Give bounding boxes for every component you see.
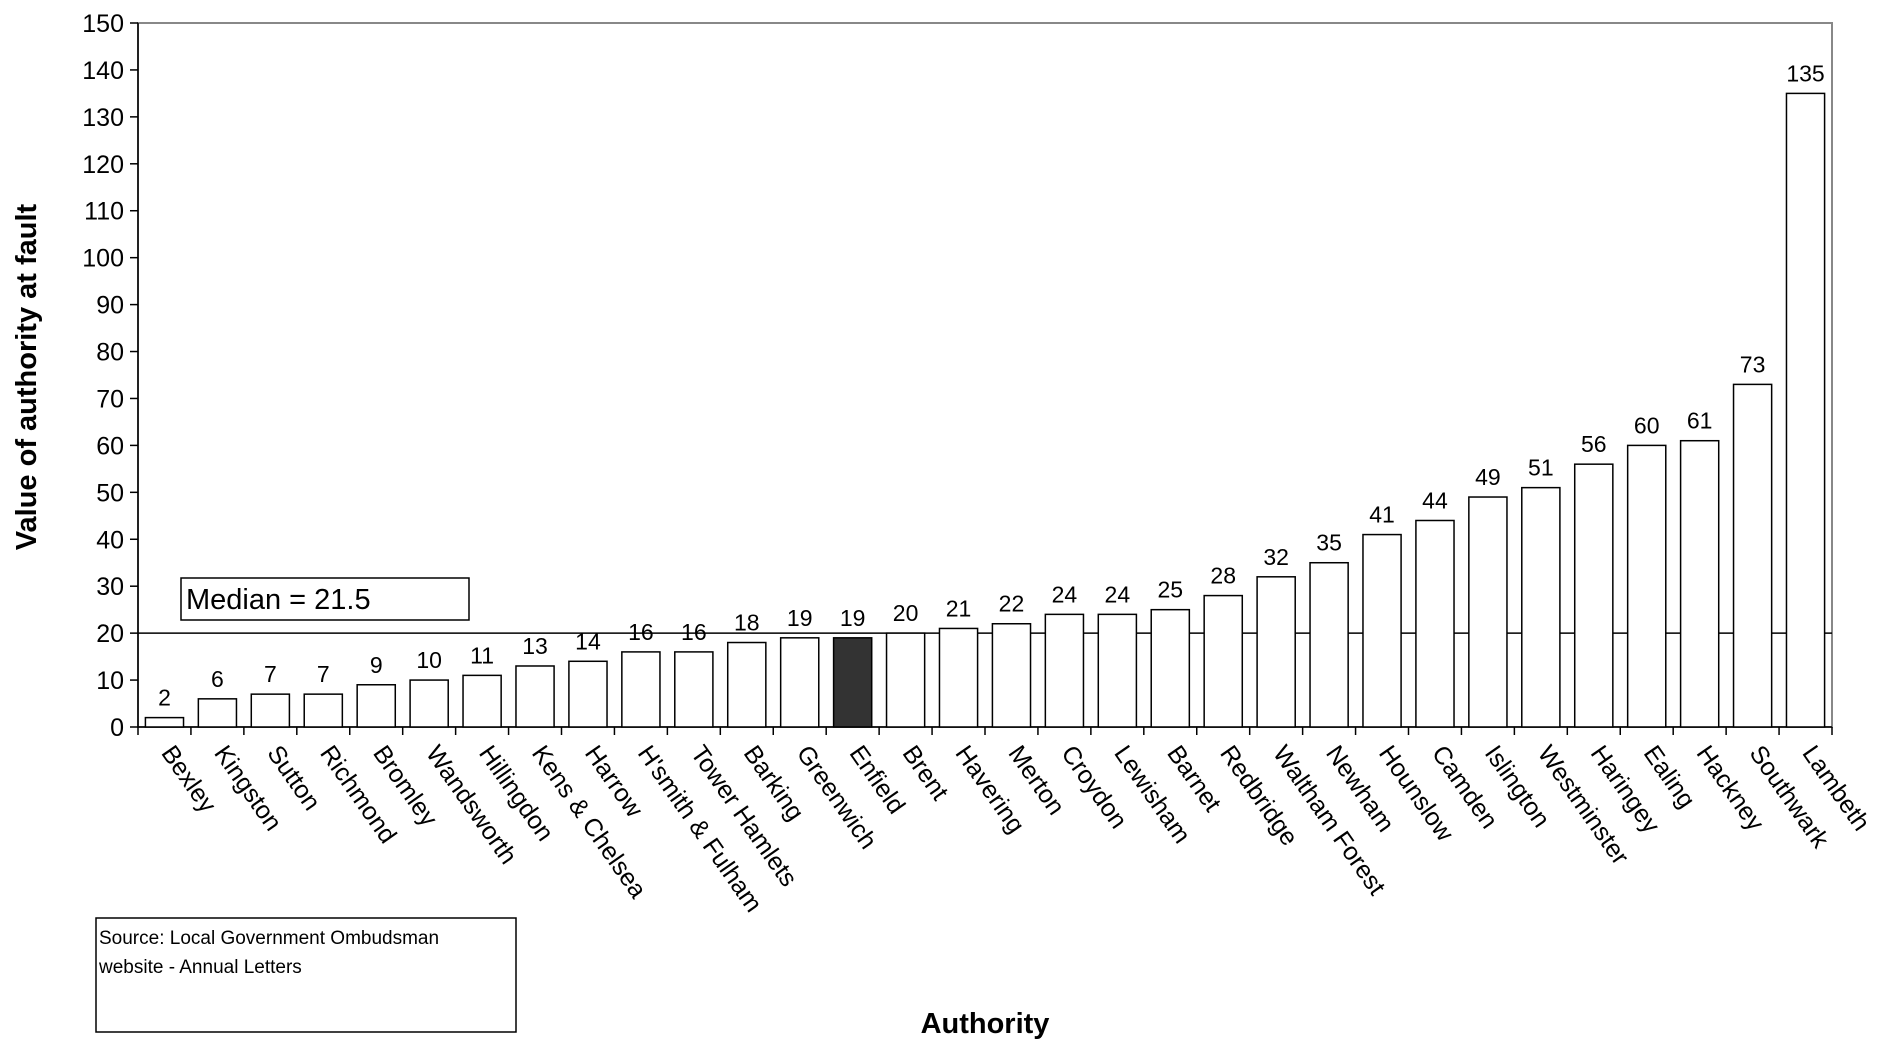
y-tick-label: 20 bbox=[96, 620, 124, 648]
data-label: 28 bbox=[1210, 563, 1236, 589]
y-tick-label: 120 bbox=[82, 151, 124, 179]
y-tick-label: 40 bbox=[96, 526, 124, 554]
bar bbox=[726, 641, 767, 728]
data-label: 61 bbox=[1687, 408, 1713, 434]
bar bbox=[1468, 496, 1508, 728]
source-note: Source: Local Government Ombudsman websi… bbox=[95, 917, 517, 1033]
y-tick-label: 60 bbox=[96, 432, 124, 460]
y-tick-label: 50 bbox=[96, 479, 124, 507]
data-label: 22 bbox=[999, 591, 1025, 617]
bars bbox=[144, 92, 1826, 728]
bar bbox=[1362, 533, 1402, 728]
data-label: 21 bbox=[946, 595, 972, 621]
y-tick-label: 0 bbox=[110, 714, 124, 742]
data-label: 14 bbox=[575, 628, 601, 654]
bar bbox=[779, 637, 820, 728]
y-tick-label: 130 bbox=[82, 104, 124, 132]
source-note-box bbox=[95, 917, 517, 1033]
y-tick-label: 150 bbox=[82, 10, 124, 38]
data-label: 7 bbox=[264, 661, 277, 687]
y-tick-label: 70 bbox=[96, 385, 124, 413]
data-label: 73 bbox=[1740, 351, 1766, 377]
data-labels: 2 6 7 7 9 10 11 13 14 16 16 18 19 19 20 21 22 24 24 25 28 32 3… bbox=[158, 60, 1825, 710]
source-note-line-2: website - Annual Letters bbox=[98, 957, 302, 978]
data-label: 41 bbox=[1369, 502, 1395, 528]
y-tick-label: 80 bbox=[96, 339, 124, 367]
bar bbox=[1150, 608, 1191, 728]
bar bbox=[1573, 463, 1614, 728]
bar bbox=[1097, 613, 1138, 728]
y-axis-title: Value of authority at fault bbox=[11, 203, 43, 550]
bar bbox=[568, 660, 608, 728]
data-label: 19 bbox=[840, 605, 866, 631]
bar bbox=[462, 674, 502, 728]
bar bbox=[991, 622, 1032, 728]
bar bbox=[938, 627, 979, 728]
bar bbox=[409, 679, 449, 728]
data-label: 10 bbox=[416, 647, 442, 673]
data-label: 25 bbox=[1157, 577, 1183, 603]
data-label: 32 bbox=[1263, 544, 1289, 570]
bar bbox=[1626, 444, 1667, 728]
data-label: 16 bbox=[681, 619, 707, 645]
data-label: 11 bbox=[470, 642, 494, 668]
data-label: 2 bbox=[158, 685, 171, 711]
bar bbox=[1256, 576, 1296, 728]
bar bbox=[303, 693, 344, 728]
y-tick-label: 100 bbox=[82, 245, 124, 273]
bar bbox=[1309, 561, 1349, 728]
y-tick-label: 110 bbox=[84, 198, 124, 226]
median-label: Median = 21.5 bbox=[186, 584, 371, 616]
data-label: 16 bbox=[628, 619, 654, 645]
data-label: 135 bbox=[1786, 60, 1824, 86]
bar bbox=[356, 684, 397, 728]
bar bbox=[1203, 594, 1244, 728]
y-tick-label: 140 bbox=[82, 57, 124, 85]
data-label: 20 bbox=[893, 600, 919, 626]
bar bbox=[885, 632, 926, 728]
data-label: 49 bbox=[1475, 464, 1501, 490]
data-label: 35 bbox=[1316, 530, 1342, 556]
data-label: 18 bbox=[734, 610, 760, 636]
data-label: 7 bbox=[317, 661, 330, 687]
median-label-box bbox=[180, 577, 470, 621]
bar bbox=[250, 693, 291, 728]
axes: 0 10 20 30 40 50 60 70 80 90 100 110 120 130 140 150 bbox=[82, 10, 1833, 742]
y-tick-label: 10 bbox=[96, 667, 124, 695]
bar bbox=[1679, 439, 1720, 728]
bar bbox=[832, 637, 873, 728]
data-label: 44 bbox=[1422, 487, 1448, 513]
y-tick-label: 90 bbox=[96, 292, 124, 320]
bar bbox=[1415, 519, 1455, 728]
bar bbox=[515, 665, 555, 728]
bar bbox=[1732, 383, 1773, 728]
bar bbox=[144, 716, 185, 728]
bar bbox=[674, 651, 714, 728]
data-label: 56 bbox=[1581, 431, 1607, 457]
data-label: 19 bbox=[787, 605, 813, 631]
data-label: 24 bbox=[1052, 581, 1078, 607]
bar bbox=[1521, 486, 1561, 728]
data-label: 51 bbox=[1528, 455, 1554, 481]
bar bbox=[1044, 613, 1085, 728]
y-tick-label: 30 bbox=[96, 573, 124, 601]
data-label: 6 bbox=[211, 666, 224, 692]
bar bbox=[621, 651, 661, 728]
category-label: Bexley bbox=[156, 740, 222, 818]
bar bbox=[1785, 92, 1826, 728]
category-labels: BexleyKingstonSuttonRichmondBromleyWands… bbox=[156, 740, 1876, 917]
x-axis-title: Authority bbox=[921, 1008, 1050, 1040]
source-note-line-1: Source: Local Government Ombudsman bbox=[99, 928, 439, 949]
bar bbox=[197, 698, 238, 728]
data-label: 13 bbox=[522, 633, 548, 659]
data-label: 60 bbox=[1634, 412, 1660, 438]
data-label: 9 bbox=[370, 652, 383, 678]
data-label: 24 bbox=[1105, 581, 1131, 607]
median-annotation: Median = 21.5 bbox=[180, 577, 470, 621]
